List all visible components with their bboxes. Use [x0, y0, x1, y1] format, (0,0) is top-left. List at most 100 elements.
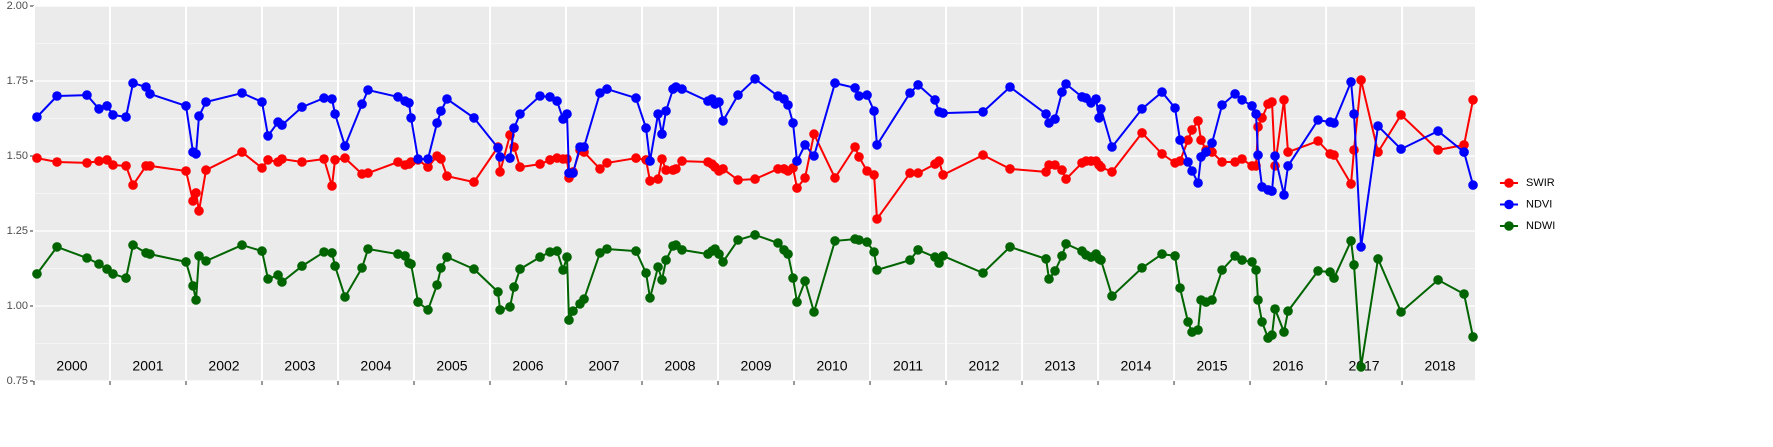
point [718, 116, 728, 126]
point [1237, 255, 1247, 265]
point [671, 164, 681, 174]
point [1041, 109, 1051, 119]
point [545, 247, 555, 257]
point [800, 173, 810, 183]
point [1279, 327, 1289, 337]
point [1050, 160, 1060, 170]
point [1187, 166, 1197, 176]
point [1356, 242, 1366, 252]
point [653, 174, 663, 184]
point [1247, 257, 1257, 267]
point [436, 106, 446, 116]
point [94, 104, 104, 114]
point [121, 273, 131, 283]
point [978, 150, 988, 160]
legend-label: NDWI [1526, 220, 1555, 232]
point [1061, 79, 1071, 89]
point [413, 154, 423, 164]
point [297, 157, 307, 167]
point [1270, 151, 1280, 161]
point [677, 84, 687, 94]
point [1346, 236, 1356, 246]
point [94, 259, 104, 269]
point [82, 158, 92, 168]
point [661, 165, 671, 175]
point [750, 230, 760, 240]
point [404, 98, 414, 108]
point [340, 292, 350, 302]
year-label: 2000 [56, 358, 87, 374]
point [714, 249, 724, 259]
point [436, 154, 446, 164]
point [327, 94, 337, 104]
point [1356, 75, 1366, 85]
point [1356, 362, 1366, 372]
point [406, 113, 416, 123]
point [869, 106, 879, 116]
point [1061, 239, 1071, 249]
point [237, 88, 247, 98]
point [263, 274, 273, 284]
point [1157, 87, 1167, 97]
point [1459, 289, 1469, 299]
point [938, 251, 948, 261]
point [1050, 114, 1060, 124]
point [595, 248, 605, 258]
point [1433, 275, 1443, 285]
point [423, 305, 433, 315]
point [661, 255, 671, 265]
point [568, 306, 578, 316]
point [363, 85, 373, 95]
point [1157, 149, 1167, 159]
point [121, 161, 131, 171]
point [1050, 266, 1060, 276]
point [1207, 138, 1217, 148]
point [938, 108, 948, 118]
point [1041, 254, 1051, 264]
point [128, 180, 138, 190]
point [194, 251, 204, 261]
point [641, 268, 651, 278]
point [1230, 251, 1240, 261]
point [340, 141, 350, 151]
point [363, 244, 373, 254]
point [854, 152, 864, 162]
y-tick-label: 1.75 [7, 75, 28, 87]
legend-label: NDVI [1526, 198, 1552, 210]
point [1468, 180, 1478, 190]
point [809, 307, 819, 317]
point [1096, 162, 1106, 172]
year-label: 2005 [436, 358, 467, 374]
point [1313, 266, 1323, 276]
point [854, 235, 864, 245]
point [406, 259, 416, 269]
point [1329, 150, 1339, 160]
legend-marker [1504, 199, 1514, 210]
point [121, 112, 131, 122]
point [862, 90, 872, 100]
point [718, 164, 728, 174]
point [1267, 330, 1277, 340]
point [194, 206, 204, 216]
year-label: 2016 [1272, 358, 1303, 374]
point [1175, 283, 1185, 293]
year-label: 2012 [968, 358, 999, 374]
point [1193, 325, 1203, 335]
point [469, 264, 479, 274]
year-label: 2001 [132, 358, 163, 374]
point [1217, 100, 1227, 110]
point [505, 153, 515, 163]
point [872, 265, 882, 275]
point [562, 252, 572, 262]
point [718, 257, 728, 267]
point [1193, 178, 1203, 188]
point [32, 153, 42, 163]
point [201, 256, 211, 266]
year-label: 2008 [664, 358, 695, 374]
point [579, 142, 589, 152]
legend-marker [1504, 178, 1514, 188]
point [1253, 295, 1263, 305]
point [413, 297, 423, 307]
point [930, 95, 940, 105]
